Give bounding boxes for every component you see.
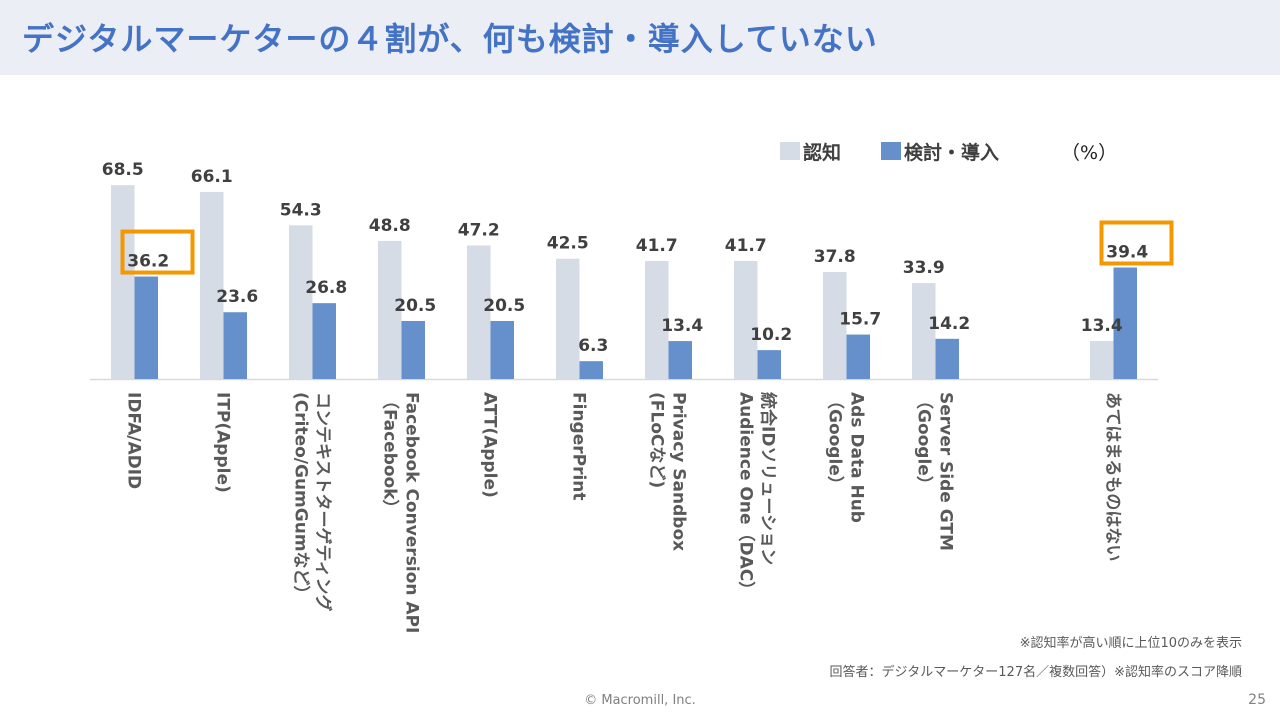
category-label: Ads Data Hub (847, 392, 867, 523)
bar-awareness (289, 225, 313, 379)
category-label: FingerPrint (569, 392, 589, 501)
category-label: （Google） (914, 392, 935, 493)
category-labels-group: IDFA/ADID ITP(Apple) コンテキストターゲティング(Criteo/… (124, 392, 1123, 633)
bar-awareness (111, 185, 135, 379)
value-label-awareness: 42.5 (547, 234, 589, 254)
value-label-adoption: 15.7 (839, 310, 881, 330)
chart-legend: 認知 検討・導入 （%） (780, 138, 1117, 164)
value-label-adoption: 14.2 (928, 314, 970, 334)
bar-adoption (490, 320, 514, 379)
bar-adoption (401, 320, 425, 379)
highlight-box (120, 229, 195, 275)
bar-awareness (556, 258, 580, 379)
page-number: 25 (1248, 692, 1266, 708)
bar-adoption (757, 350, 781, 379)
bar-awareness (645, 260, 669, 379)
category-label: Audience One（DAC） (736, 392, 757, 598)
bar-adoption (846, 334, 870, 379)
legend-label-awareness: 認知 (803, 141, 842, 164)
bar-awareness (734, 260, 758, 379)
legend-item-adoption: 検討・導入 (881, 138, 999, 165)
bar-adoption (312, 303, 336, 379)
value-label-awareness: 41.7 (725, 236, 767, 256)
bar-adoption (935, 338, 959, 379)
bar-awareness (467, 245, 491, 379)
value-label-adoption: 13.4 (661, 316, 703, 336)
highlight-boxes-group (120, 220, 1174, 275)
value-label-adoption: 23.6 (216, 287, 258, 307)
value-label-awareness: 47.2 (458, 220, 500, 240)
value-label-adoption: 6.3 (578, 336, 608, 356)
category-label: ATT(Apple) (480, 392, 500, 498)
bar-adoption (668, 341, 692, 379)
value-label-awareness: 66.1 (191, 167, 233, 187)
bar-adoption (223, 312, 247, 379)
value-label-adoption: 36.2 (127, 252, 169, 272)
bar-awareness (200, 191, 224, 379)
category-label: コンテキストターゲティング (313, 392, 334, 611)
category-label: 統合IDソリューション (758, 392, 779, 565)
value-label-adoption: 20.5 (483, 296, 525, 316)
value-label-awareness: 13.4 (1081, 316, 1123, 336)
bar-adoption (134, 276, 158, 379)
value-label-awareness: 48.8 (369, 216, 411, 236)
category-label: (Criteo/GumGumなど） (291, 392, 312, 603)
page-title: デジタルマーケターの４割が、何も検討・導入していない (22, 20, 878, 58)
category-label: あてはまるものはない (1103, 392, 1123, 561)
highlight-box (1099, 220, 1174, 266)
note-respondents: 回答者：デジタルマーケター127名／複数回答）※認知率のスコア降順 (829, 665, 1242, 680)
value-label-adoption: 10.2 (750, 325, 792, 345)
category-label: Privacy Sandbox (669, 392, 689, 551)
title-bar: デジタルマーケターの４割が、何も検討・導入していない (0, 0, 1280, 75)
category-label: ITP(Apple) (213, 392, 233, 493)
value-label-awareness: 37.8 (814, 247, 856, 267)
value-label-adoption: 26.8 (305, 278, 347, 298)
value-label-awareness: 33.9 (903, 258, 945, 278)
category-label: （Facebook） (380, 392, 401, 517)
copyright: © Macromill, Inc. (584, 693, 696, 708)
legend-label-adoption: 検討・導入 (904, 141, 1000, 164)
category-label: IDFA/ADID (124, 392, 144, 489)
category-label: Facebook Conversion API (402, 392, 422, 633)
value-label-adoption: 20.5 (394, 296, 436, 316)
bar-awareness (378, 240, 402, 379)
bar-adoption (579, 361, 603, 379)
legend-item-awareness: 認知 (780, 138, 841, 165)
note-top10: ※認知率が高い順に上位10のみを表示 (1019, 636, 1242, 651)
bars-group (111, 185, 1137, 379)
value-label-awareness: 41.7 (636, 236, 678, 256)
value-label-adoption: 39.4 (1106, 242, 1148, 262)
category-label: （Google） (825, 392, 846, 493)
bar-awareness (912, 283, 936, 379)
value-labels-group: 68.5 36.2 66.1 23.6 54.3 26.8 48.8 20.5 47.2 20.5… (102, 160, 1149, 356)
category-label: (FLoCなど) (647, 392, 667, 488)
bar-awareness (823, 272, 847, 379)
category-label: Server Side GTM (936, 392, 956, 551)
legend-swatch-awareness (780, 142, 800, 160)
legend-swatch-adoption (881, 142, 902, 160)
value-label-awareness: 68.5 (102, 160, 144, 180)
bar-awareness (1090, 341, 1114, 379)
unit-label: （%） (1061, 141, 1118, 164)
bar-adoption (1113, 267, 1137, 379)
value-label-awareness: 54.3 (280, 200, 322, 220)
